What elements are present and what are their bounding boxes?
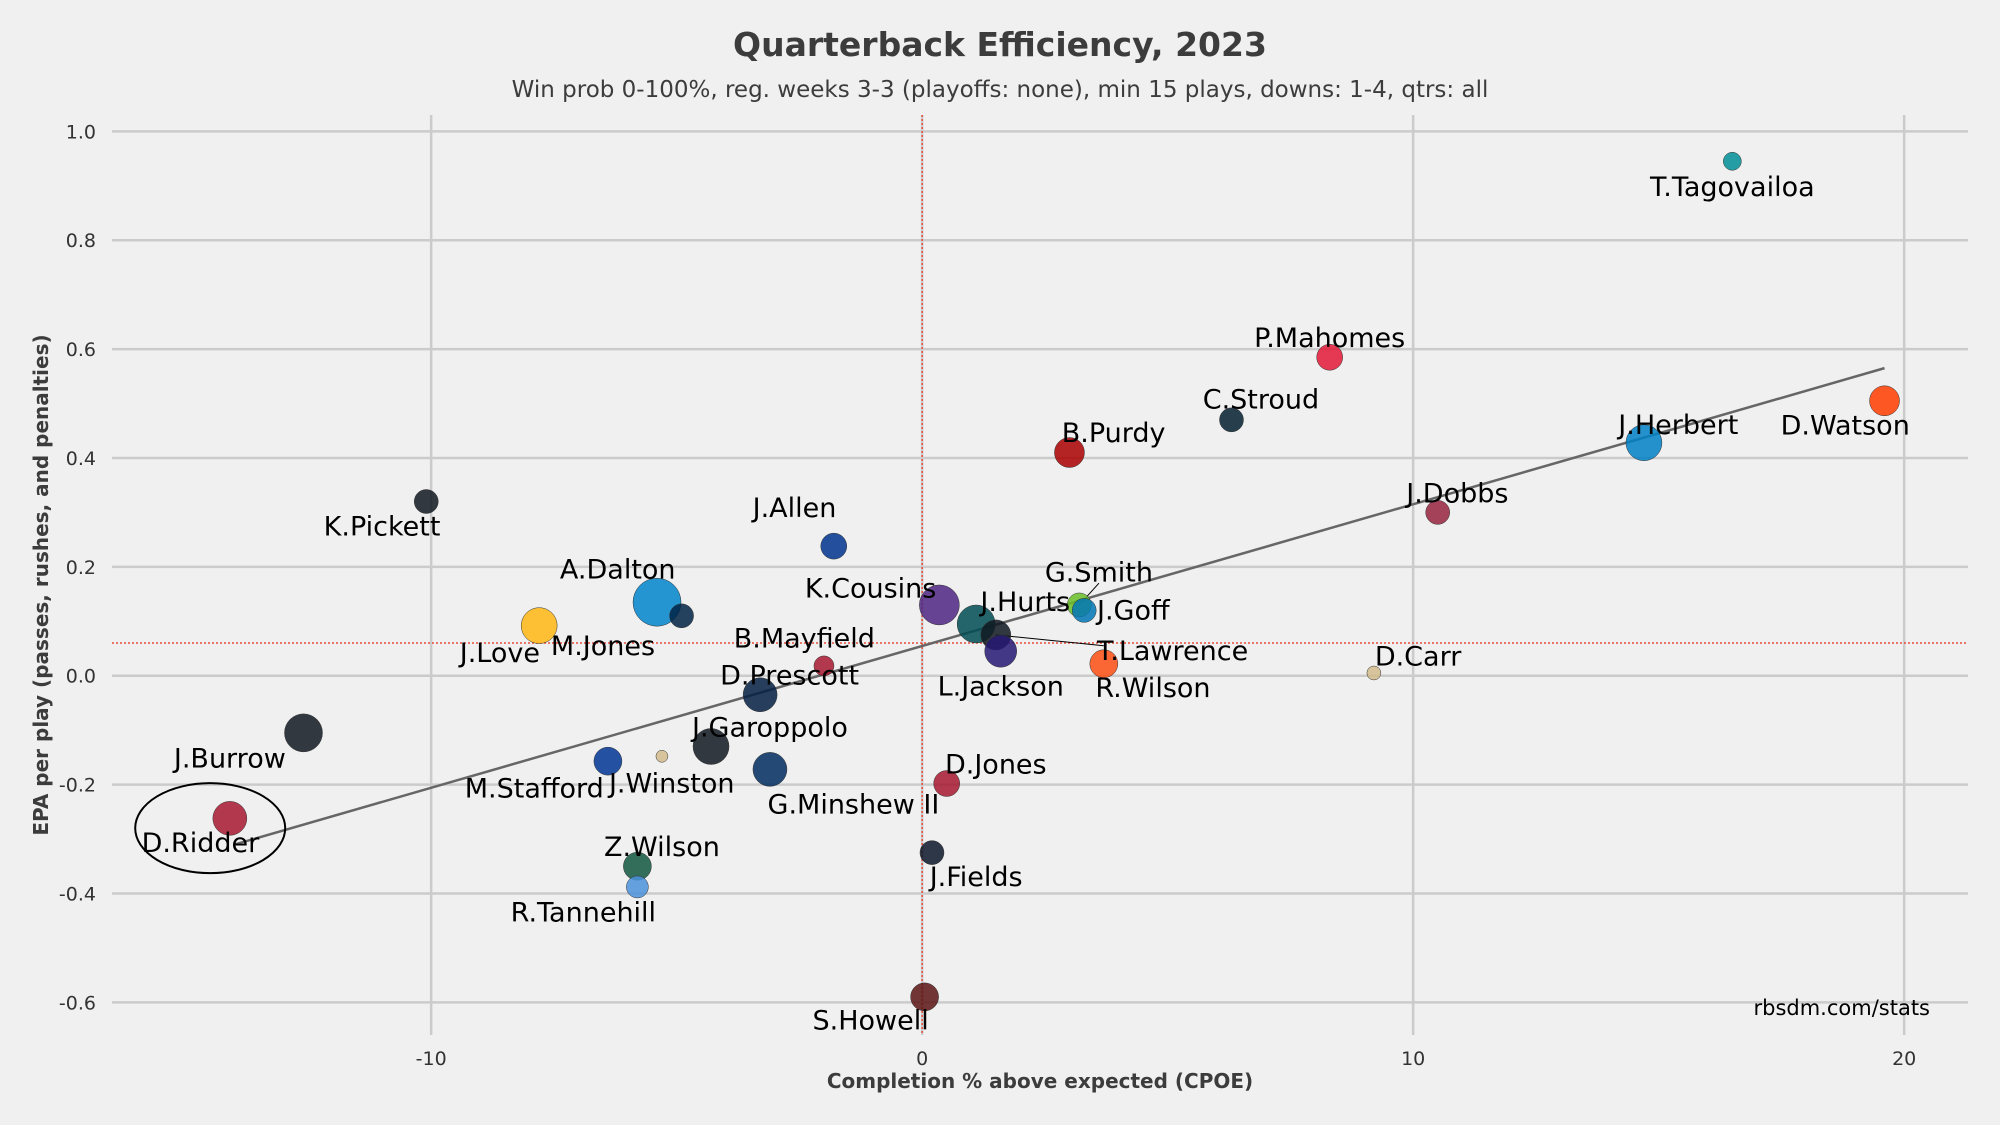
qb-point bbox=[1219, 407, 1244, 433]
qb-point bbox=[1869, 385, 1900, 417]
y-tick-label: 0.4 bbox=[66, 448, 96, 470]
qb-point bbox=[919, 584, 960, 626]
qb-point bbox=[752, 752, 788, 787]
qb-point bbox=[1425, 500, 1450, 525]
qb-label: R.Tannehill bbox=[511, 898, 656, 929]
qb-point bbox=[1723, 152, 1742, 171]
qb-point bbox=[284, 713, 323, 753]
qb-label: D.Jones bbox=[945, 749, 1047, 780]
y-tick-label: 0.0 bbox=[66, 666, 96, 688]
qb-label: D.Prescott bbox=[720, 661, 859, 692]
y-tick-label: -0.2 bbox=[59, 775, 96, 797]
trend-line bbox=[234, 366, 1885, 846]
qb-point bbox=[933, 770, 960, 797]
qb-label: J.Hurts bbox=[978, 587, 1070, 618]
x-tick-label: 20 bbox=[1892, 1048, 1916, 1070]
qb-point bbox=[655, 750, 669, 763]
chart-title: Quarterback Efficiency, 2023 bbox=[733, 25, 1267, 64]
qb-label: J.Dobbs bbox=[1404, 478, 1508, 509]
qb-label: K.Pickett bbox=[324, 512, 441, 543]
qb-point bbox=[1366, 665, 1382, 681]
x-tick-label: -10 bbox=[416, 1048, 447, 1070]
qb-point bbox=[669, 603, 694, 629]
x-tick-label: 10 bbox=[1401, 1048, 1425, 1070]
point-labels: T.Tagovailoa P.Mahomes D.Watson C.Stroud J.H… bbox=[142, 172, 1910, 1036]
qb-point bbox=[1054, 437, 1085, 468]
qb-label: S.Howell bbox=[812, 1005, 928, 1036]
qb-point bbox=[820, 532, 848, 560]
label-leader bbox=[995, 634, 1104, 647]
chart-subtitle: Win prob 0-100%, reg. weeks 3-3 (playoff… bbox=[512, 77, 1489, 103]
qb-label: B.Mayfield bbox=[734, 624, 875, 655]
axis-ticks: -0.6 -0.4 -0.2 0.0 0.2 0.4 0.6 0.8 1.0 -10 0 10 20 bbox=[59, 121, 1916, 1070]
qb-point bbox=[692, 728, 730, 765]
qb-label: R.Wilson bbox=[1095, 673, 1210, 704]
y-axis-label: EPA per play (passes, rushes, and penalt… bbox=[29, 334, 53, 835]
qb-label: G.Smith bbox=[1045, 557, 1153, 588]
y-tick-label: -0.4 bbox=[59, 883, 96, 905]
y-tick-label: -0.6 bbox=[59, 992, 96, 1014]
qb-label: G.Minshew II bbox=[768, 790, 940, 821]
qb-point bbox=[1089, 649, 1119, 678]
qb-label: M.Stafford bbox=[465, 773, 604, 804]
qb-point bbox=[212, 801, 248, 836]
qb-point bbox=[1625, 424, 1663, 461]
qb-point bbox=[742, 677, 778, 713]
qb-label: B.Purdy bbox=[1062, 418, 1166, 449]
qb-label: Z.Wilson bbox=[604, 832, 720, 863]
qb-point bbox=[626, 875, 649, 899]
qb-label: D.Ridder bbox=[142, 828, 261, 859]
qb-label: J.Garoppolo bbox=[690, 712, 848, 743]
qb-label: D.Carr bbox=[1375, 642, 1462, 673]
qb-point bbox=[984, 634, 1017, 668]
y-tick-label: 0.8 bbox=[66, 230, 96, 252]
y-tick-label: 0.6 bbox=[66, 339, 96, 361]
qb-point bbox=[632, 577, 682, 627]
qb-label: T.Tagovailoa bbox=[1649, 172, 1815, 203]
qb-point bbox=[910, 982, 939, 1012]
watermark: rbsdm.com/stats bbox=[1753, 996, 1930, 1020]
x-axis-label: Completion % above expected (CPOE) bbox=[827, 1069, 1253, 1093]
qb-point bbox=[520, 607, 558, 644]
y-tick-label: 1.0 bbox=[66, 121, 96, 143]
data-points bbox=[212, 152, 1900, 1012]
qb-point bbox=[813, 655, 835, 677]
qb-label: J.Allen bbox=[751, 493, 837, 524]
qb-label: A.Dalton bbox=[560, 555, 676, 586]
qb-label: J.Winston bbox=[607, 768, 735, 799]
qb-label: J.Herbert bbox=[1616, 410, 1738, 441]
qb-label: J.Love bbox=[458, 638, 540, 669]
qb-label: J.Fields bbox=[928, 862, 1023, 893]
qb-point bbox=[593, 746, 623, 776]
qb-label: P.Mahomes bbox=[1254, 323, 1405, 354]
qb-label: J.Goff bbox=[1095, 595, 1171, 626]
qb-label: D.Watson bbox=[1781, 410, 1910, 441]
qb-label: T.Lawrence bbox=[1096, 636, 1248, 667]
reference-lines bbox=[112, 115, 1968, 1035]
highlight-circle bbox=[134, 782, 287, 875]
qb-point bbox=[1316, 343, 1343, 371]
x-tick-label: 0 bbox=[916, 1048, 928, 1070]
qb-point bbox=[1071, 598, 1097, 623]
qb-label: K.Cousins bbox=[805, 574, 937, 605]
qb-label: L.Jackson bbox=[938, 672, 1064, 703]
y-tick-label: 0.2 bbox=[66, 557, 96, 579]
qb-label: M.Jones bbox=[551, 631, 655, 662]
qb-label: C.Stroud bbox=[1203, 385, 1319, 416]
grid bbox=[112, 115, 1968, 1035]
qb-label: J.Burrow bbox=[172, 743, 286, 774]
qb-point bbox=[919, 840, 945, 865]
qb-point bbox=[413, 489, 439, 514]
